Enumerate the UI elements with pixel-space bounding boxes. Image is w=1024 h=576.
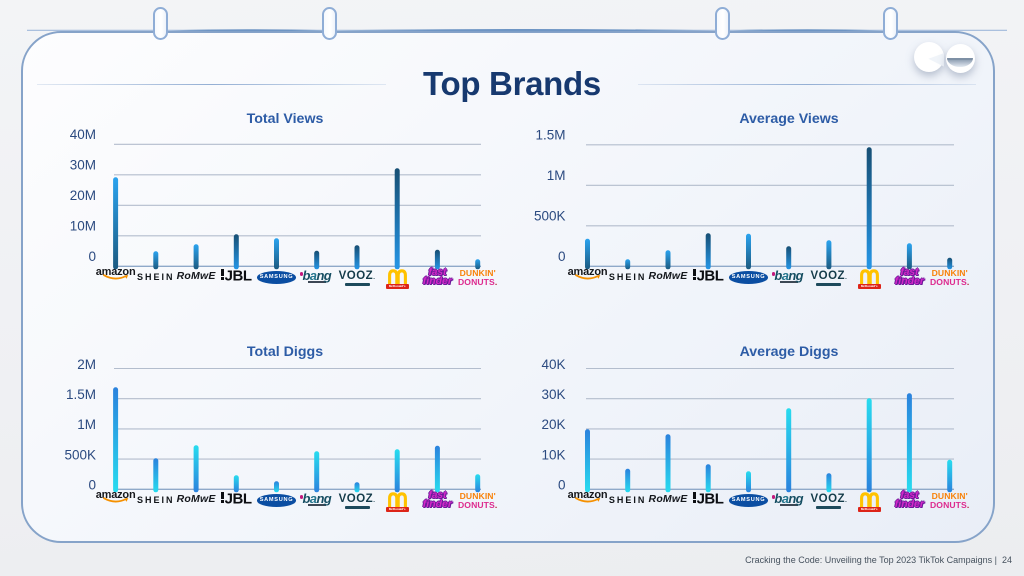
svg-text:0: 0 [88,249,96,264]
svg-text:0: 0 [558,249,566,264]
svg-text:Total Views: Total Views [247,111,324,127]
svg-text:1M: 1M [547,168,566,183]
svg-text:40K: 40K [541,357,565,372]
svg-text:2M: 2M [77,357,96,372]
svg-text:10M: 10M [70,219,96,234]
svg-text:1M: 1M [77,417,96,432]
svg-text:0: 0 [558,478,566,493]
svg-text:Average Views: Average Views [739,111,838,127]
svg-text:10K: 10K [541,447,565,462]
svg-text:20M: 20M [70,188,96,203]
svg-text:30K: 30K [541,387,565,402]
svg-text:500K: 500K [64,447,96,462]
svg-text:1.5M: 1.5M [535,128,565,143]
svg-text:500K: 500K [534,209,566,224]
svg-text:0: 0 [88,478,96,493]
svg-text:40M: 40M [70,127,96,142]
svg-text:20K: 20K [541,417,565,432]
svg-text:30M: 30M [70,158,96,173]
svg-text:1.5M: 1.5M [66,387,96,402]
svg-text:Average Diggs: Average Diggs [740,344,839,360]
svg-text:Total Diggs: Total Diggs [247,344,323,360]
